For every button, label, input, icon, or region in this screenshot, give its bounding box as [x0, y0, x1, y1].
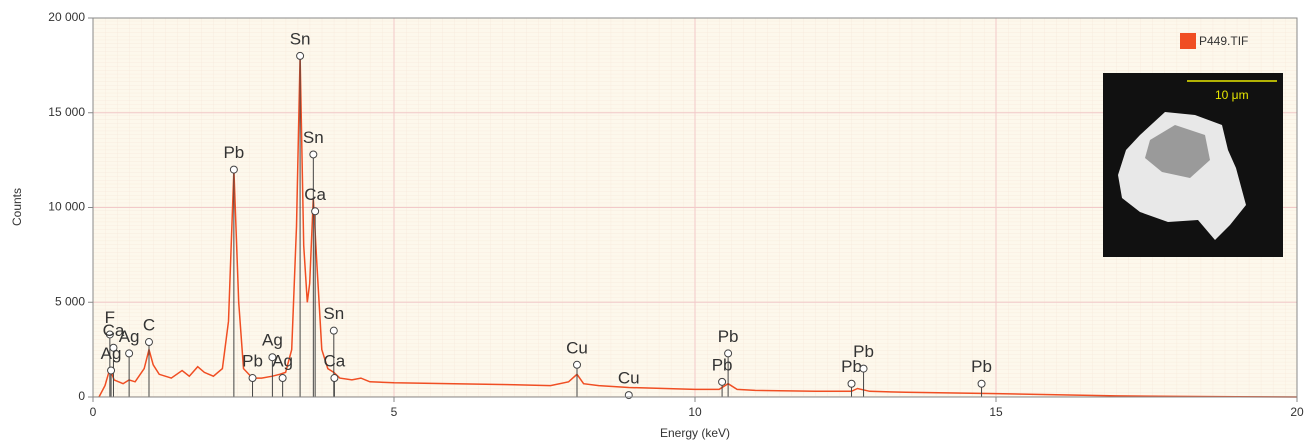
peak-label: Pb	[853, 342, 874, 361]
y-tick-label: 10 000	[48, 200, 85, 214]
peak-marker-head	[331, 375, 338, 382]
peak-label: Sn	[290, 29, 311, 48]
peak-marker-head	[860, 365, 867, 372]
peak-label: Ag	[119, 327, 140, 346]
y-tick-label: 5 000	[55, 294, 85, 308]
peak-marker-head	[126, 350, 133, 357]
y-tick-label: 20 000	[48, 10, 85, 24]
peak-marker-head	[310, 151, 317, 158]
peak-marker-head	[625, 392, 632, 399]
peak-label: Ag	[101, 344, 122, 363]
x-tick-label: 5	[391, 405, 398, 419]
y-tick-label: 0	[78, 389, 85, 403]
peak-label: Ag	[272, 352, 293, 371]
peak-marker-head	[719, 378, 726, 385]
peak-label: Ca	[324, 352, 346, 371]
legend-label: P449.TIF	[1199, 34, 1248, 48]
peak-label: C	[143, 316, 155, 335]
peak-label: Ca	[304, 185, 326, 204]
peak-marker-head	[108, 367, 115, 374]
peak-marker-head	[297, 52, 304, 59]
scale-label: 10 μm	[1215, 88, 1249, 102]
peak-marker-head	[145, 339, 152, 346]
x-tick-label: 0	[90, 405, 97, 419]
peak-label: Cu	[566, 338, 588, 357]
peak-label: Pb	[718, 327, 739, 346]
peak-marker-head	[249, 375, 256, 382]
peak-marker-head	[312, 208, 319, 215]
x-tick-label: 20	[1290, 405, 1304, 419]
legend-swatch	[1180, 33, 1196, 49]
inset-image: 10 μm	[1103, 73, 1283, 257]
y-tick-label: 15 000	[48, 105, 85, 119]
x-tick-label: 10	[688, 405, 702, 419]
peak-label: Pb	[971, 357, 992, 376]
x-tick-label: 15	[989, 405, 1003, 419]
peak-label: Ag	[262, 331, 283, 350]
peak-marker-head	[978, 380, 985, 387]
legend: P449.TIF	[1180, 33, 1248, 49]
peak-marker-head	[848, 380, 855, 387]
peak-marker-head	[330, 327, 337, 334]
peak-label: Sn	[303, 128, 324, 147]
peak-marker-head	[230, 166, 237, 173]
x-axis-label: Energy (keV)	[660, 426, 730, 440]
peak-label: Pb	[712, 355, 733, 374]
chart: FCaAgAgCPbPbAgAgSnSnCaSnCaCuCuPbPbPbPbPb…	[0, 0, 1309, 443]
peak-label: Pb	[223, 143, 244, 162]
peak-label: Cu	[618, 369, 640, 388]
peak-marker-head	[279, 375, 286, 382]
peak-label: Sn	[323, 304, 344, 323]
peak-label: Pb	[242, 352, 263, 371]
peak-marker-head	[574, 361, 581, 368]
y-axis-label: Counts	[10, 188, 24, 226]
